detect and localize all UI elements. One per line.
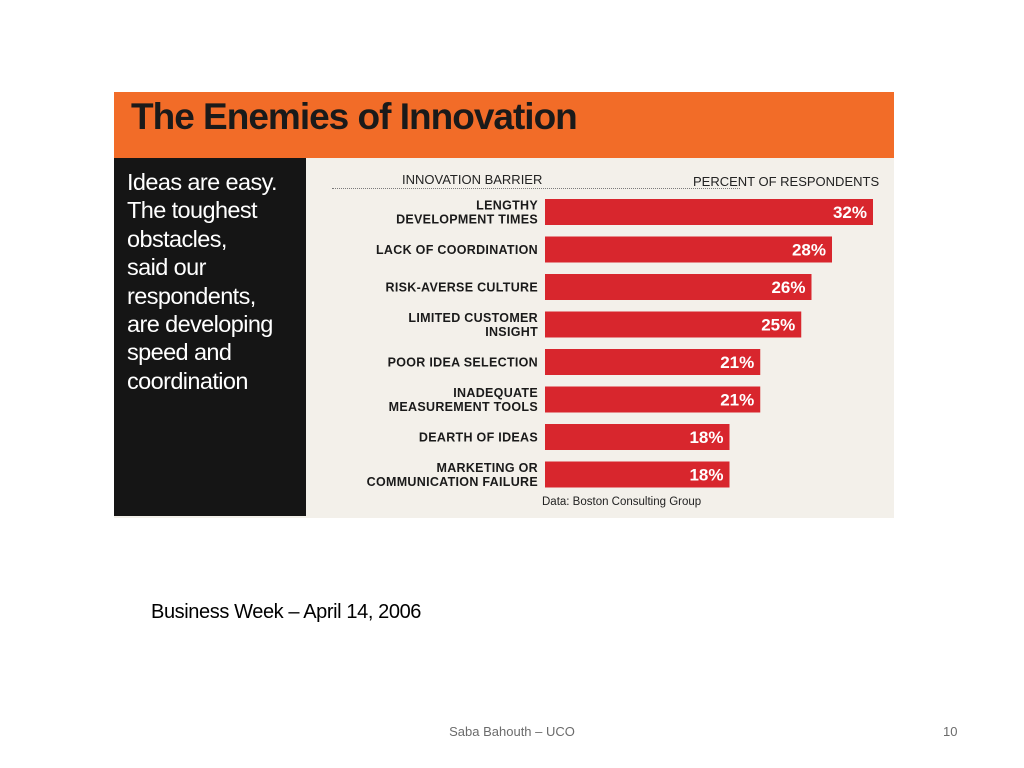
bar-group: 21% POOR IDEA SELECTION [388,349,761,375]
chart-figure: The Enemies of Innovation Ideas are easy… [114,92,894,518]
category-label: LENGTHY DEVELOPMENT TIMES [396,199,538,227]
category-label: RISK-AVERSE CULTURE [386,281,538,295]
category-label: LACK OF COORDINATION [376,243,538,257]
category-label-line: COMMUNICATION FAILURE [367,475,538,489]
category-label-line: MARKETING OR [436,461,538,475]
header-divider [332,188,740,189]
bar-group: 18% MARKETING OR COMMUNICATION FAILURE [367,461,730,489]
category-label: LIMITED CUSTOMER INSIGHT [408,311,538,339]
bar-value-label: 21% [720,391,754,410]
category-label-line: DEARTH OF IDEAS [419,431,538,445]
category-label-line: POOR IDEA SELECTION [388,356,538,370]
bar-chart-svg: 32% LENGTHY DEVELOPMENT TIMES 28% LACK OF CO… [367,199,873,489]
category-label: INADEQUATE MEASUREMENT TOOLS [389,386,538,414]
category-label-line: LENGTHY [476,199,538,213]
bar [545,349,761,375]
slide-number: 10 [943,724,958,739]
bar-value-label: 32% [833,203,867,222]
category-column-header: INNOVATION BARRIER [402,172,543,187]
category-label-line: MEASUREMENT TOOLS [389,400,538,414]
bar-value-label: 18% [689,466,723,485]
category-label-line: RISK-AVERSE CULTURE [386,281,538,295]
bar [545,386,761,413]
chart-title: The Enemies of Innovation [131,96,578,137]
title-band: The Enemies of Innovation [114,92,894,158]
bar-group: 32% LENGTHY DEVELOPMENT TIMES [396,199,873,227]
source-note: Data: Boston Consulting Group [542,496,702,508]
bar [545,236,832,263]
slide-caption: Business Week – April 14, 2006 [151,601,422,623]
value-column-header: PERCENT OF RESPONDENTS [693,174,880,189]
sidebar-panel: Ideas are easy. The toughest obstacles, … [114,158,306,516]
category-label: POOR IDEA SELECTION [388,356,538,370]
category-label-line: LIMITED CUSTOMER [408,311,538,325]
bar [545,311,802,338]
category-label-line: DEVELOPMENT TIMES [396,213,538,227]
bar [545,461,730,488]
bar-group: 21% INADEQUATE MEASUREMENT TOOLS [389,386,761,414]
footer-credit: Saba Bahouth – UCO [449,724,575,739]
bar-value-label: 18% [689,428,723,447]
category-label-line: LACK OF COORDINATION [376,243,538,257]
bar-value-label: 21% [720,353,754,372]
bar-value-label: 25% [761,316,795,335]
bar-group: 28% LACK OF COORDINATION [376,236,832,263]
bar [545,274,812,300]
bar-group: 25% LIMITED CUSTOMER INSIGHT [408,311,802,339]
bar [545,199,873,225]
chart-area: INNOVATION BARRIER PERCENT OF RESPONDENT… [306,158,894,518]
bar-value-label: 26% [771,278,805,297]
category-label-line: INADEQUATE [453,386,538,400]
category-label-line: INSIGHT [485,325,538,339]
category-label: DEARTH OF IDEAS [419,431,538,445]
bar-value-label: 28% [792,241,826,260]
bar-group: 18% DEARTH OF IDEAS [419,424,730,450]
bar-group: 26% RISK-AVERSE CULTURE [386,274,812,300]
sidebar-text: Ideas are easy. The toughest obstacles, … [127,169,278,394]
bar [545,424,730,450]
category-label: MARKETING OR COMMUNICATION FAILURE [367,461,538,489]
